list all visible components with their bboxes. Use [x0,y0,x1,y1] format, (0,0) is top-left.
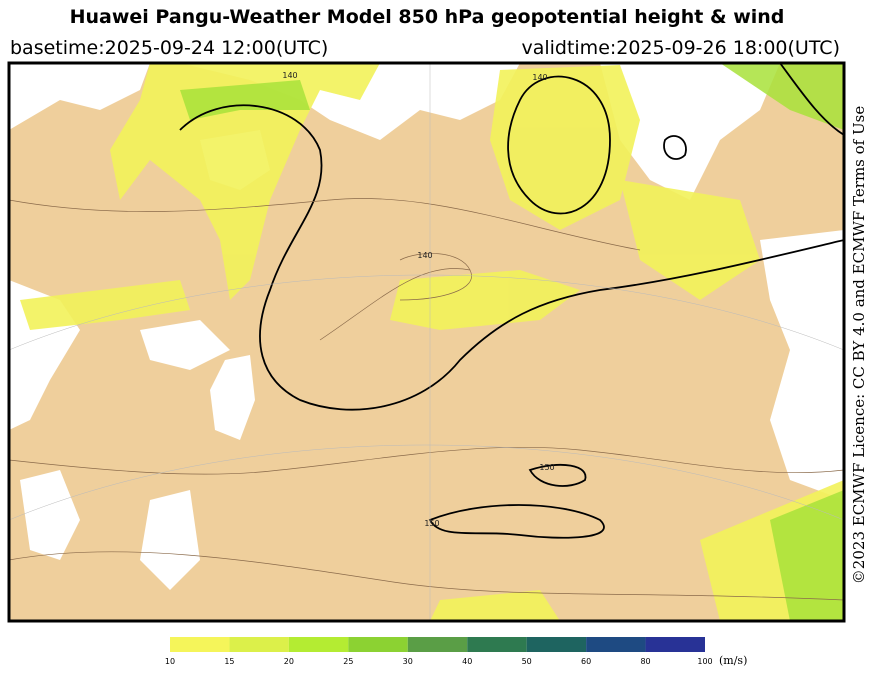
contour-label: 140 [417,251,432,260]
contour-thin [9,198,641,251]
sea [140,490,200,590]
colorbar-segment [170,637,230,652]
colorbar-label: 20 [284,657,294,666]
wind-area-strong [720,63,844,130]
contour-label: 150 [424,519,439,528]
colorbar-label: 10 [165,657,175,666]
colorbar-unit: (m/s) [719,654,747,667]
graticule [9,274,844,351]
wind-area [20,280,190,330]
graticule [9,444,844,521]
colorbar-segment [288,637,349,652]
pacific [760,230,844,500]
map: 140 140 150 150 140 [7,61,846,623]
sea [9,63,150,130]
colorbar-segment [645,637,705,652]
contour [663,135,687,160]
colorbar-label: 30 [403,657,413,666]
colorbar-segment [467,637,527,652]
contour-label: 140 [282,71,297,80]
wind-area [430,590,560,621]
colorbar-label: 100 [697,657,712,666]
validtime: validtime:2025-09-26 18:00(UTC) [521,37,840,59]
wind-area-strong [770,490,844,621]
map-frame [7,61,846,623]
wind-area [390,270,580,330]
colorbar-segment [586,637,646,652]
caspian [210,355,255,440]
colorbar-label: 25 [343,657,353,666]
contour-label: 150 [539,463,554,472]
sea [20,470,80,560]
contour-label: 140 [532,73,547,82]
sea [600,63,780,200]
contour-thin [399,253,471,271]
contour [528,463,587,487]
wind-area [110,63,380,300]
colorbar-segment [348,637,408,652]
contour [179,104,844,411]
wind-area [620,180,760,300]
colorbar-label: 60 [581,657,591,666]
black-sea [140,320,230,370]
contour-thin [9,551,844,601]
title: Huawei Pangu-Weather Model 850 hPa geopo… [70,6,785,28]
colorbar: 10 15 20 25 30 40 50 60 80 100 (m/s) [165,637,747,667]
contour [507,75,611,215]
contour [428,504,605,539]
colorbar-label: 40 [462,657,472,666]
contour [779,63,844,136]
colorbar-segment [407,637,468,652]
colorbar-label: 15 [224,657,234,666]
colorbar-label: 50 [522,657,532,666]
colorbar-label: 80 [640,657,650,666]
basetime: basetime:2025-09-24 12:00(UTC) [10,37,328,59]
colorbar-segment [229,637,289,652]
contour-thin [319,268,472,341]
colorbar-segment [526,637,587,652]
licence: ©2023 ECMWF Licence: CC BY 4.0 and ECMWF… [850,106,868,585]
